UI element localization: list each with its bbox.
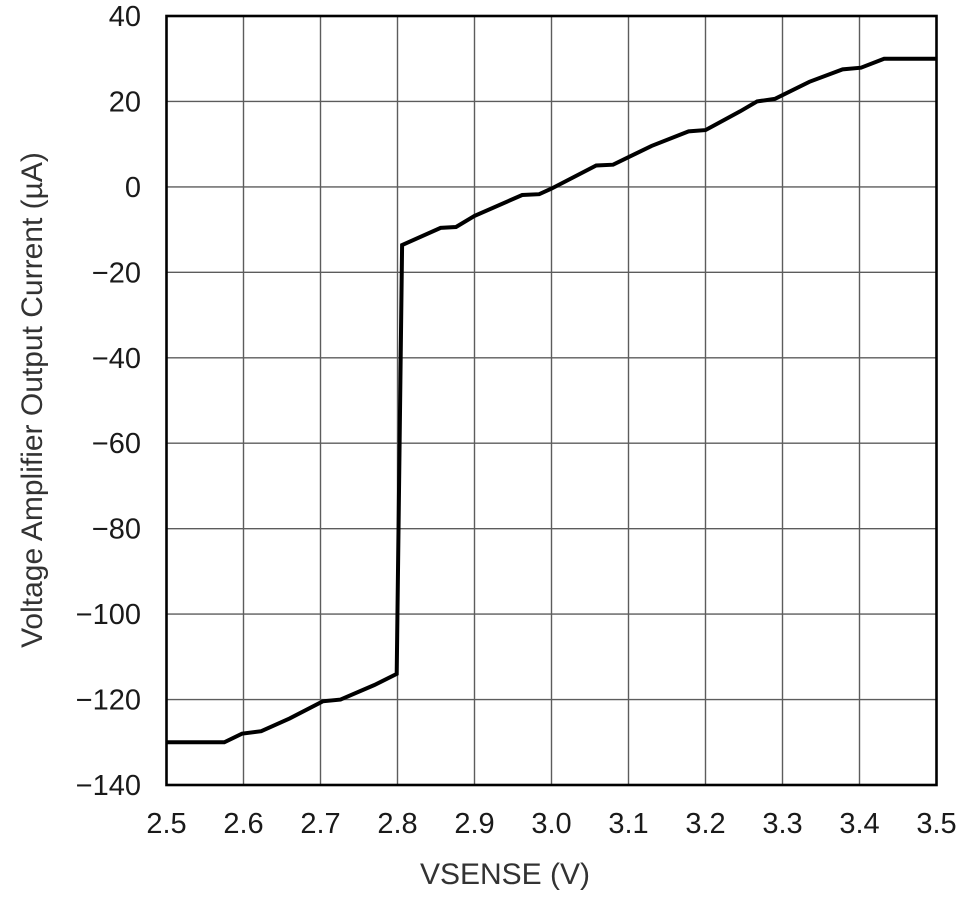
y-tick-label: 20 — [109, 86, 141, 118]
x-tick-label: 2.5 — [146, 808, 186, 840]
x-tick-label: 3.2 — [685, 808, 725, 840]
x-tick-label: 2.6 — [223, 808, 263, 840]
x-tick-label: 2.7 — [300, 808, 340, 840]
y-axis-title: Voltage Amplifier Output Current (µA) — [16, 152, 49, 648]
x-tick-label: 3.0 — [531, 808, 571, 840]
y-tick-label: −120 — [76, 685, 141, 717]
x-tick-label: 3.1 — [608, 808, 648, 840]
gridlines — [166, 16, 937, 785]
y-tick-label: −100 — [76, 599, 141, 631]
y-tick-label: 40 — [109, 1, 141, 33]
x-tick-label: 3.3 — [762, 808, 802, 840]
y-tick-label: 0 — [125, 172, 141, 204]
y-tick-label: −80 — [92, 514, 141, 546]
x-axis-tick-labels: 2.5 2.6 2.7 2.8 2.9 3.0 3.1 3.2 3.3 3.4 3.5 — [146, 808, 956, 840]
y-tick-label: −60 — [92, 428, 141, 460]
x-tick-label: 2.9 — [454, 808, 494, 840]
plot-border — [165, 14, 938, 787]
x-tick-label: 3.4 — [839, 808, 879, 840]
y-tick-label: −20 — [92, 257, 141, 289]
x-tick-label: 3.5 — [916, 808, 956, 840]
x-tick-label: 2.8 — [377, 808, 417, 840]
y-tick-label: −40 — [92, 343, 141, 375]
data-series-layer — [166, 56, 937, 745]
y-tick-label: −140 — [76, 770, 141, 802]
x-axis-title: VSENSE (V) — [419, 858, 591, 891]
y-axis-tick-labels: 40 20 0 −20 −40 −60 −80 −100 −120 −140 — [76, 1, 141, 802]
series-voltage-amplifier-output-current — [166, 56, 937, 745]
